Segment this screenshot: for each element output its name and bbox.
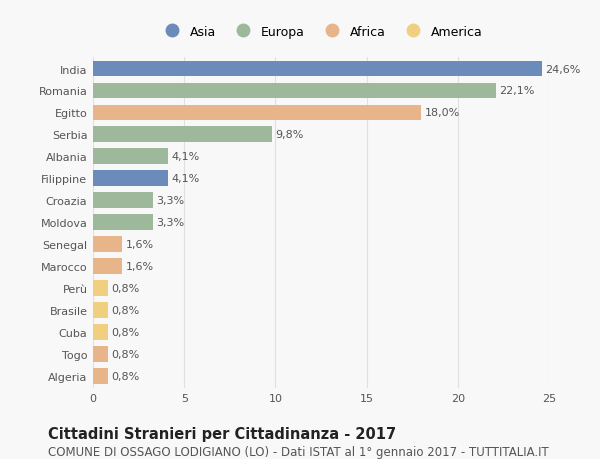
Bar	[93, 302, 107, 318]
Text: 0,8%: 0,8%	[111, 371, 139, 381]
Bar	[93, 215, 153, 230]
Bar	[93, 346, 107, 362]
Text: 18,0%: 18,0%	[425, 108, 460, 118]
Text: 1,6%: 1,6%	[125, 240, 154, 250]
Text: 4,1%: 4,1%	[171, 152, 199, 162]
Text: 4,1%: 4,1%	[171, 174, 199, 184]
Bar	[93, 237, 122, 252]
Text: 0,8%: 0,8%	[111, 327, 139, 337]
Text: 0,8%: 0,8%	[111, 349, 139, 359]
Legend: Asia, Europa, Africa, America: Asia, Europa, Africa, America	[155, 21, 487, 44]
Text: 0,8%: 0,8%	[111, 283, 139, 293]
Text: 24,6%: 24,6%	[545, 64, 580, 74]
Bar	[93, 84, 496, 99]
Bar	[93, 280, 107, 296]
Bar	[93, 105, 421, 121]
Bar	[93, 193, 153, 208]
Bar	[93, 171, 168, 187]
Text: Cittadini Stranieri per Cittadinanza - 2017: Cittadini Stranieri per Cittadinanza - 2…	[48, 426, 396, 441]
Bar	[93, 368, 107, 384]
Text: 0,8%: 0,8%	[111, 305, 139, 315]
Bar	[93, 149, 168, 165]
Text: 22,1%: 22,1%	[499, 86, 535, 96]
Bar	[93, 127, 272, 143]
Text: 3,3%: 3,3%	[157, 218, 185, 228]
Text: 9,8%: 9,8%	[275, 130, 304, 140]
Text: 3,3%: 3,3%	[157, 196, 185, 206]
Bar	[93, 258, 122, 274]
Bar	[93, 324, 107, 340]
Bar	[93, 62, 542, 77]
Text: 1,6%: 1,6%	[125, 261, 154, 271]
Text: COMUNE DI OSSAGO LODIGIANO (LO) - Dati ISTAT al 1° gennaio 2017 - TUTTITALIA.IT: COMUNE DI OSSAGO LODIGIANO (LO) - Dati I…	[48, 445, 549, 458]
